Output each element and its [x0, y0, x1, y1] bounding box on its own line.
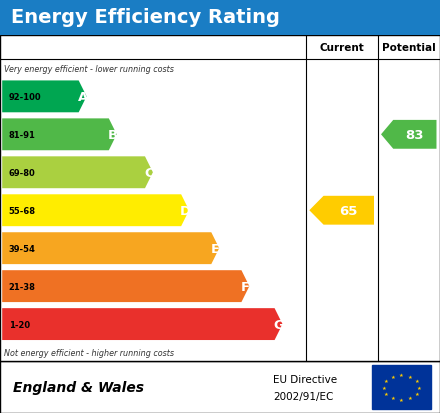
Text: ★: ★ [414, 378, 419, 383]
Text: 1-20: 1-20 [9, 320, 30, 329]
Text: ★: ★ [381, 385, 386, 389]
Text: ★: ★ [399, 397, 404, 402]
Text: ★: ★ [408, 395, 413, 400]
Text: ★: ★ [390, 395, 395, 400]
Text: 65: 65 [340, 204, 358, 217]
Text: ★: ★ [414, 391, 419, 396]
Text: Very energy efficient - lower running costs: Very energy efficient - lower running co… [4, 65, 174, 74]
Bar [372, 365, 431, 409]
Text: D: D [180, 204, 191, 217]
Text: EU Directive: EU Directive [273, 374, 337, 384]
Text: 92-100: 92-100 [9, 93, 41, 102]
Text: Potential: Potential [382, 43, 436, 53]
Text: A: A [77, 90, 88, 104]
Polygon shape [381, 121, 436, 150]
Text: ★: ★ [399, 373, 404, 377]
Text: ★: ★ [417, 385, 422, 389]
Text: F: F [241, 280, 250, 293]
Text: 55-68: 55-68 [9, 206, 36, 215]
Text: 39-54: 39-54 [9, 244, 36, 253]
Text: 69-80: 69-80 [9, 169, 36, 177]
Text: C: C [144, 166, 154, 179]
Polygon shape [2, 81, 87, 113]
Polygon shape [2, 271, 249, 302]
Polygon shape [2, 233, 219, 264]
Text: ★: ★ [390, 374, 395, 379]
Text: 83: 83 [406, 128, 424, 142]
Polygon shape [309, 196, 374, 225]
Text: 2002/91/EC: 2002/91/EC [273, 392, 333, 401]
Text: ★: ★ [384, 391, 389, 396]
Polygon shape [2, 157, 153, 189]
Text: 81-91: 81-91 [9, 131, 36, 140]
Polygon shape [2, 195, 189, 227]
Text: Current: Current [319, 43, 364, 53]
Text: G: G [273, 318, 284, 331]
Text: Energy Efficiency Rating: Energy Efficiency Rating [11, 9, 280, 27]
Polygon shape [2, 309, 282, 340]
Text: ★: ★ [408, 374, 413, 379]
Polygon shape [2, 119, 117, 151]
Text: Not energy efficient - higher running costs: Not energy efficient - higher running co… [4, 348, 174, 357]
Text: B: B [108, 128, 118, 142]
Text: England & Wales: England & Wales [13, 380, 144, 394]
Text: 21-38: 21-38 [9, 282, 36, 291]
Text: ★: ★ [384, 378, 389, 383]
Text: E: E [211, 242, 220, 255]
